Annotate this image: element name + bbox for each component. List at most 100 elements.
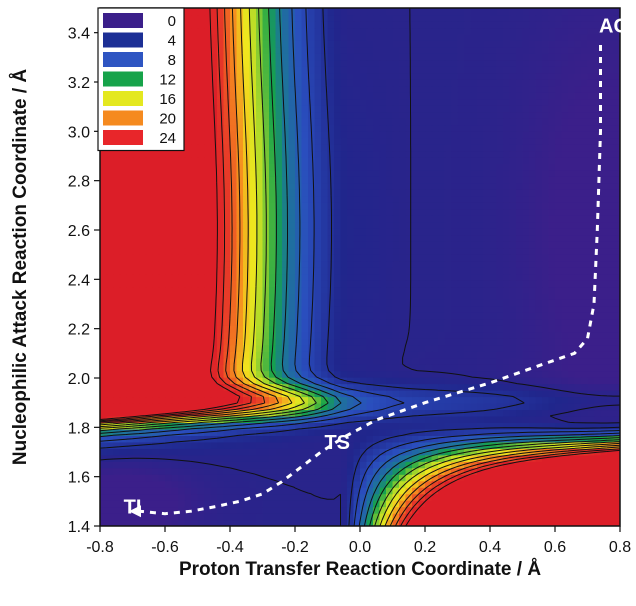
heatmap-cell bbox=[249, 292, 257, 300]
heatmap-cell bbox=[210, 402, 218, 411]
heatmap-cell bbox=[457, 124, 465, 132]
heatmap-cell bbox=[600, 221, 608, 229]
heatmap-cell bbox=[379, 467, 387, 475]
heatmap-cell bbox=[113, 377, 121, 385]
heatmap-cell bbox=[321, 441, 329, 449]
heatmap-cell bbox=[165, 279, 173, 288]
heatmap-cell bbox=[496, 383, 504, 391]
heatmap-cell bbox=[555, 513, 563, 521]
heatmap-cell bbox=[119, 312, 127, 320]
heatmap-cell bbox=[366, 487, 374, 495]
heatmap-cell bbox=[204, 519, 212, 526]
heatmap-cell bbox=[113, 467, 121, 475]
heatmap-cell bbox=[230, 273, 238, 281]
heatmap-cell bbox=[230, 318, 238, 326]
heatmap-cell bbox=[249, 215, 257, 223]
heatmap-cell bbox=[126, 480, 134, 488]
heatmap-cell bbox=[301, 260, 309, 268]
heatmap-cell bbox=[451, 143, 459, 152]
heatmap-cell bbox=[373, 150, 381, 158]
heatmap-cell bbox=[360, 506, 368, 514]
heatmap-cell bbox=[392, 195, 400, 203]
heatmap-cell bbox=[340, 441, 348, 449]
heatmap-cell bbox=[379, 305, 387, 313]
heatmap-cell bbox=[399, 195, 407, 203]
heatmap-cell bbox=[191, 137, 199, 145]
heatmap-cell bbox=[165, 241, 173, 249]
heatmap-cell bbox=[451, 124, 459, 132]
heatmap-cell bbox=[477, 305, 485, 313]
heatmap-cell bbox=[405, 338, 413, 346]
heatmap-cell bbox=[308, 189, 316, 197]
heatmap-cell bbox=[581, 338, 589, 346]
heatmap-cell bbox=[568, 364, 576, 372]
heatmap-cell bbox=[178, 344, 186, 352]
heatmap-cell bbox=[334, 435, 342, 443]
heatmap-cell bbox=[555, 338, 563, 346]
heatmap-cell bbox=[438, 364, 446, 372]
heatmap-cell bbox=[210, 474, 218, 482]
heatmap-cell bbox=[607, 131, 615, 139]
heatmap-cell bbox=[282, 435, 290, 443]
heatmap-cell bbox=[301, 422, 309, 430]
heatmap-cell bbox=[444, 305, 452, 313]
heatmap-cell bbox=[405, 215, 413, 223]
heatmap-cell bbox=[405, 370, 413, 378]
heatmap-cell bbox=[334, 241, 342, 249]
heatmap-cell bbox=[217, 351, 225, 359]
heatmap-cell bbox=[230, 370, 238, 378]
heatmap-cell bbox=[301, 318, 309, 326]
heatmap-cell bbox=[191, 513, 199, 521]
heatmap-cell bbox=[230, 461, 238, 469]
heatmap-cell bbox=[106, 500, 114, 508]
heatmap-cell bbox=[587, 279, 595, 288]
heatmap-cell bbox=[282, 390, 290, 398]
heatmap-cell bbox=[288, 519, 296, 526]
heatmap-cell bbox=[490, 143, 498, 152]
heatmap-cell bbox=[197, 305, 205, 313]
heatmap-cell bbox=[535, 519, 543, 526]
heatmap-cell bbox=[444, 267, 452, 275]
heatmap-cell bbox=[152, 383, 160, 391]
heatmap-cell bbox=[210, 364, 218, 372]
heatmap-cell bbox=[477, 221, 485, 229]
heatmap-cell bbox=[314, 150, 322, 158]
heatmap-cell bbox=[431, 338, 439, 346]
heatmap-cell bbox=[392, 377, 400, 385]
heatmap-cell bbox=[360, 415, 368, 423]
heatmap-cell bbox=[529, 402, 537, 411]
heatmap-cell bbox=[106, 318, 114, 326]
heatmap-cell bbox=[392, 441, 400, 449]
heatmap-cell bbox=[425, 260, 433, 268]
heatmap-cell bbox=[431, 143, 439, 152]
heatmap-cell bbox=[353, 338, 361, 346]
heatmap-cell bbox=[145, 344, 153, 352]
heatmap-cell bbox=[509, 189, 517, 197]
heatmap-cell bbox=[587, 325, 595, 333]
heatmap-cell bbox=[132, 292, 140, 300]
heatmap-cell bbox=[353, 234, 361, 242]
heatmap-cell bbox=[457, 318, 465, 326]
heatmap-cell bbox=[275, 163, 283, 171]
heatmap-cell bbox=[444, 383, 452, 391]
heatmap-cell bbox=[600, 377, 608, 385]
heatmap-cell bbox=[178, 292, 186, 300]
heatmap-cell bbox=[600, 260, 608, 268]
heatmap-cell bbox=[613, 500, 620, 508]
heatmap-cell bbox=[230, 454, 238, 462]
heatmap-cell bbox=[379, 260, 387, 268]
heatmap-cell bbox=[477, 273, 485, 281]
heatmap-cell bbox=[425, 506, 433, 514]
heatmap-cell bbox=[262, 338, 270, 346]
heatmap-cell bbox=[529, 467, 537, 475]
heatmap-cell bbox=[340, 383, 348, 391]
heatmap-cell bbox=[132, 279, 140, 288]
heatmap-cell bbox=[113, 331, 121, 339]
heatmap-cell bbox=[535, 208, 543, 216]
heatmap-cell bbox=[340, 292, 348, 300]
heatmap-cell bbox=[386, 137, 394, 145]
heatmap-cell bbox=[158, 402, 166, 411]
heatmap-cell bbox=[262, 422, 270, 430]
heatmap-cell bbox=[191, 493, 199, 501]
heatmap-cell bbox=[607, 182, 615, 190]
